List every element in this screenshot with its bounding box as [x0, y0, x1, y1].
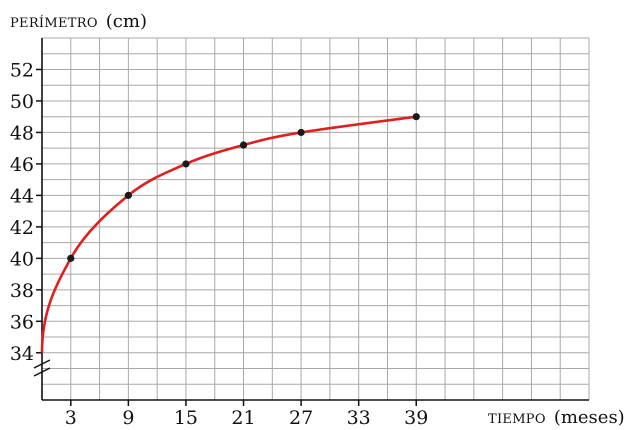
y-tick-label: 52 — [10, 59, 34, 81]
y-tick-label: 48 — [10, 122, 34, 144]
data-point — [124, 191, 132, 199]
x-tick-label: 27 — [289, 407, 313, 429]
y-tick-label: 38 — [10, 280, 34, 302]
y-tick-label: 44 — [10, 185, 34, 207]
y-axis-label: PERÍMETRO (cm) — [10, 11, 147, 32]
data-point — [412, 113, 420, 121]
y-ticks: 34 36 38 40 42 44 46 48 50 52 — [10, 59, 42, 365]
x-axis-label-name: TIEMPO — [488, 412, 546, 427]
x-tick-label: 33 — [347, 407, 371, 429]
grid — [42, 37, 590, 400]
y-axis-label-unit: (cm) — [106, 11, 147, 32]
x-tick-label: 15 — [174, 407, 198, 429]
x-tick-label: 9 — [122, 407, 134, 429]
y-tick-label: 46 — [10, 154, 34, 176]
y-tick-label: 50 — [10, 91, 34, 113]
data-points — [67, 113, 420, 262]
y-tick-label: 40 — [10, 248, 34, 270]
data-point — [67, 254, 75, 262]
data-point — [239, 141, 248, 149]
data-point — [297, 128, 305, 137]
y-tick-label: 34 — [10, 343, 34, 365]
axes — [33, 38, 589, 401]
x-axis-label-unit: (meses) — [554, 407, 625, 428]
y-axis-label-name: PERÍMETRO — [10, 15, 98, 31]
y-tick-label: 42 — [10, 217, 34, 239]
data-point — [182, 160, 190, 168]
x-axis-label: TIEMPO (meses) — [488, 407, 625, 428]
y-tick-label: 36 — [10, 311, 34, 333]
x-tick-label: 39 — [404, 407, 428, 429]
series-line — [40, 115, 417, 353]
x-tick-label: 21 — [231, 407, 255, 429]
x-ticks: 3 9 15 21 27 33 39 — [65, 400, 428, 429]
x-tick-label: 3 — [65, 407, 77, 429]
axis-break-icon — [33, 359, 51, 377]
